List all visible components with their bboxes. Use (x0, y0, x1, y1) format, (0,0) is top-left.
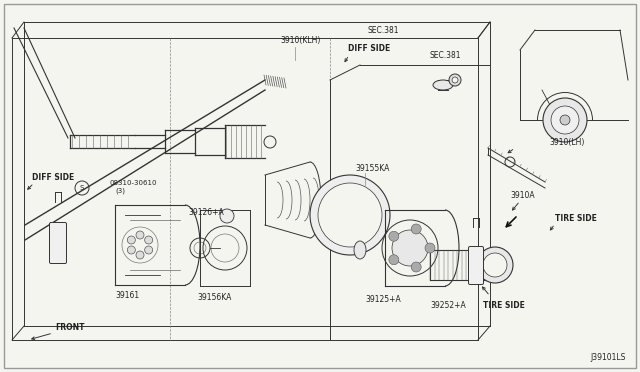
Text: FRONT: FRONT (55, 323, 84, 331)
Circle shape (411, 262, 421, 272)
Text: 39161: 39161 (115, 291, 139, 299)
Ellipse shape (449, 74, 461, 86)
Circle shape (389, 231, 399, 241)
Circle shape (560, 115, 570, 125)
Text: 39155KA: 39155KA (355, 164, 389, 173)
FancyBboxPatch shape (468, 247, 483, 285)
Ellipse shape (354, 241, 366, 259)
Text: 3910(KLH): 3910(KLH) (280, 35, 321, 45)
FancyBboxPatch shape (49, 222, 67, 263)
Circle shape (127, 246, 135, 254)
Text: SEC.381: SEC.381 (368, 26, 399, 35)
Text: TIRE SIDE: TIRE SIDE (483, 301, 525, 310)
Text: DIFF SIDE: DIFF SIDE (348, 44, 390, 52)
Circle shape (136, 251, 144, 259)
Circle shape (411, 224, 421, 234)
Text: 39125+A: 39125+A (365, 295, 401, 305)
Text: 39252+A: 39252+A (430, 301, 466, 310)
Circle shape (543, 98, 587, 142)
Circle shape (136, 231, 144, 239)
Circle shape (425, 243, 435, 253)
Circle shape (318, 183, 382, 247)
Text: TIRE SIDE: TIRE SIDE (555, 214, 597, 222)
Text: S: S (80, 185, 84, 191)
Circle shape (551, 106, 579, 134)
Text: 39126+A: 39126+A (188, 208, 224, 217)
Circle shape (477, 247, 513, 283)
Text: (3): (3) (115, 188, 125, 194)
Text: 3910(LH): 3910(LH) (549, 138, 584, 147)
Circle shape (220, 209, 234, 223)
Circle shape (310, 175, 390, 255)
Circle shape (145, 236, 153, 244)
Text: 39156KA: 39156KA (197, 292, 232, 301)
Text: 08310-30610: 08310-30610 (110, 180, 157, 186)
Ellipse shape (433, 80, 453, 90)
Circle shape (145, 246, 153, 254)
Text: DIFF SIDE: DIFF SIDE (32, 173, 74, 182)
Circle shape (127, 236, 135, 244)
Circle shape (483, 253, 507, 277)
Circle shape (392, 230, 428, 266)
Text: 3910A: 3910A (510, 190, 534, 199)
Circle shape (389, 255, 399, 265)
Text: J39101LS: J39101LS (590, 353, 625, 362)
Text: SEC.381: SEC.381 (430, 51, 461, 60)
Ellipse shape (452, 77, 458, 83)
